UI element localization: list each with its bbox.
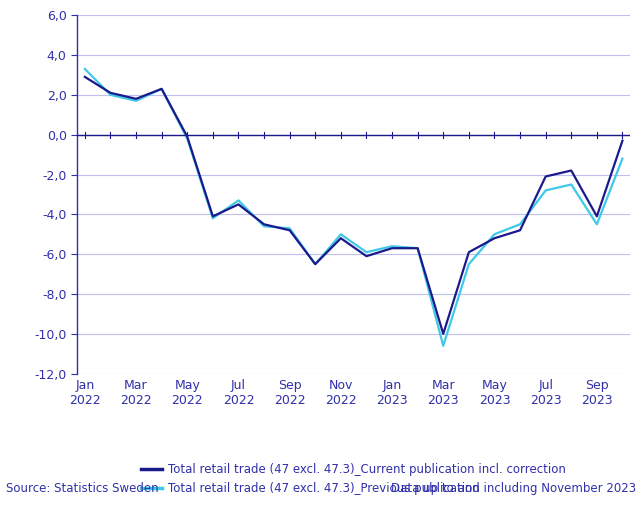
- Legend: Total retail trade (47 excl. 47.3)_Current publication incl. correction, Total r: Total retail trade (47 excl. 47.3)_Curre…: [136, 459, 571, 500]
- Text: Source: Statistics Sweden: Source: Statistics Sweden: [6, 482, 159, 495]
- Text: Data up to and including November 2023: Data up to and including November 2023: [392, 482, 637, 495]
